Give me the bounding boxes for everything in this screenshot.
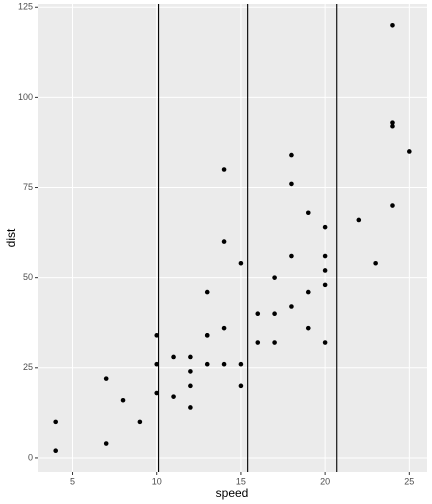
point — [356, 217, 362, 223]
point — [390, 22, 395, 28]
x-tick-label: 20 — [320, 476, 330, 486]
point — [238, 361, 244, 367]
y-tick-label: 25 — [23, 362, 33, 372]
x-axis-label: speed — [216, 486, 249, 500]
y-tick-label: 50 — [23, 272, 33, 282]
point — [305, 210, 311, 216]
point — [188, 405, 193, 410]
point — [373, 260, 378, 266]
point — [188, 369, 193, 374]
point — [322, 340, 328, 345]
point — [103, 376, 109, 381]
point — [171, 394, 176, 399]
point — [255, 311, 261, 317]
point — [221, 361, 227, 367]
point — [188, 354, 193, 360]
point — [188, 383, 193, 389]
point — [322, 282, 328, 288]
y-tick-label: 100 — [18, 92, 33, 102]
point — [53, 419, 58, 425]
point — [255, 340, 261, 345]
point — [238, 260, 244, 266]
point — [272, 340, 277, 345]
point — [289, 152, 294, 158]
point — [322, 268, 328, 273]
point — [407, 149, 412, 154]
point — [305, 325, 311, 331]
x-tick-label: 5 — [70, 476, 75, 486]
point — [137, 419, 143, 425]
point — [322, 253, 328, 259]
point — [390, 120, 395, 125]
point — [272, 311, 277, 317]
x-tick-label: 15 — [236, 476, 246, 486]
point — [204, 289, 210, 295]
point — [103, 441, 109, 446]
y-tick-label: 125 — [18, 2, 33, 12]
y-tick-label: 0 — [28, 452, 33, 462]
point — [390, 203, 395, 208]
y-tick-label: 75 — [23, 182, 33, 192]
point — [221, 167, 227, 172]
point — [272, 275, 277, 280]
point — [204, 361, 210, 367]
point — [204, 333, 210, 338]
x-tick-label: 10 — [152, 476, 162, 486]
point — [53, 448, 58, 454]
point — [221, 325, 227, 331]
point — [289, 253, 294, 259]
point — [120, 397, 126, 403]
plot-panel — [38, 4, 427, 472]
point — [221, 239, 227, 244]
point — [289, 181, 294, 187]
point — [171, 354, 176, 360]
point — [289, 304, 294, 309]
y-axis-label: dist — [4, 228, 18, 247]
x-tick-label: 25 — [404, 476, 414, 486]
point — [305, 289, 311, 295]
point — [322, 224, 328, 230]
point — [154, 390, 160, 396]
point — [390, 123, 395, 129]
point — [154, 361, 160, 367]
point — [238, 383, 244, 389]
point — [154, 333, 160, 338]
